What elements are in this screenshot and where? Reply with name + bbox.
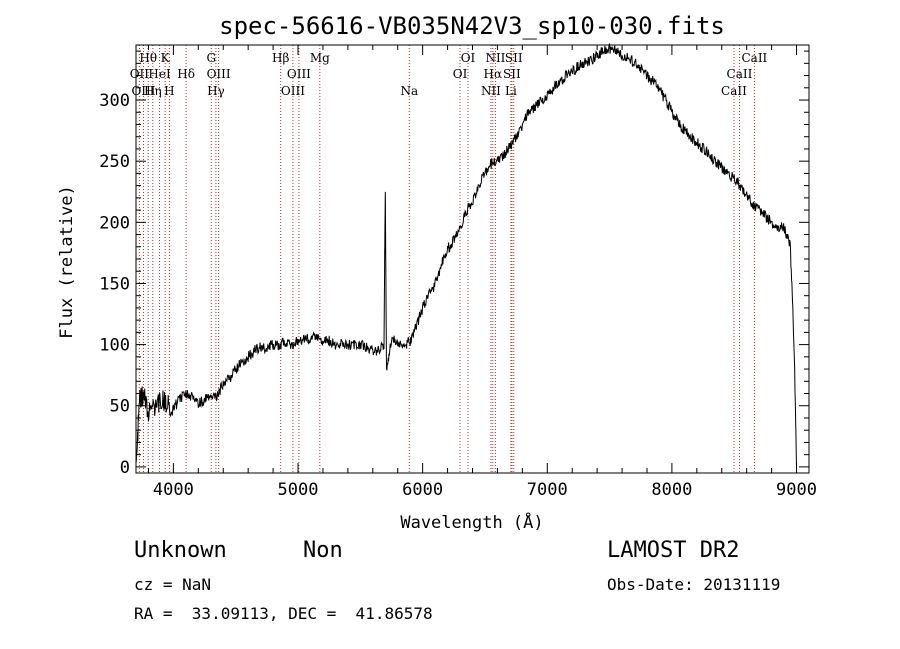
emission-line-label: Hβ [272, 51, 289, 65]
emission-line-label: SII [505, 51, 523, 65]
coordinates: RA = 33.09113, DEC = 41.86578 [134, 604, 433, 623]
emission-line-label: Hη [144, 84, 162, 98]
emission-line-label: NII [481, 84, 501, 98]
emission-line-label: Mg [310, 51, 330, 65]
emission-line-label: SII [503, 67, 521, 81]
spectrum-plot [135, 42, 797, 467]
chart-title: spec-56616-VB035N42V3_sp10-030.fits [219, 12, 725, 40]
emission-line-label: Na [400, 84, 418, 98]
y-tick-label: 250 [99, 152, 130, 172]
emission-line-label: Hδ [177, 67, 195, 81]
y-tick-label: 150 [99, 274, 130, 294]
object-class: Unknown [134, 538, 227, 563]
object-subclass: Non [303, 538, 343, 563]
emission-line-label: Hγ [207, 84, 225, 98]
y-tick-label: 200 [99, 213, 130, 233]
emission-line-label: OIII [207, 67, 231, 81]
y-tick-label: 0 [120, 458, 130, 478]
emission-line-label: OII [130, 67, 150, 81]
emission-line-label: OI [453, 67, 468, 81]
x-axis-label: Wavelength (Å) [400, 511, 543, 533]
survey-name: LAMOST DR2 [607, 538, 740, 563]
y-axis: 0 50 100 150 200 250 300 [99, 50, 809, 478]
x-tick-label: 5000 [278, 480, 319, 500]
y-tick-label: 300 [99, 91, 130, 111]
spectrum-line [135, 42, 797, 467]
emission-line-label: HeI [148, 67, 171, 81]
emission-line-label: CaII [741, 51, 767, 65]
emission-line-label: Li [505, 84, 517, 98]
emission-line-label: Hα [484, 67, 503, 81]
y-axis-label: Flux (relative) [57, 185, 77, 339]
x-tick-label: 8000 [651, 480, 692, 500]
y-tick-label: 50 [110, 397, 130, 417]
x-tick-label: 9000 [776, 480, 817, 500]
x-tick-label: 6000 [402, 480, 443, 500]
emission-line-label: CaII [721, 84, 747, 98]
obs-date: Obs-Date: 20131119 [607, 575, 781, 594]
emission-line-label: NII [485, 51, 505, 65]
emission-line-label: Hθ [139, 51, 157, 65]
emission-line-label: H [164, 84, 174, 98]
emission-line-label: OI [461, 51, 476, 65]
x-axis: 4000 5000 6000 7000 8000 9000 [147, 45, 817, 500]
emission-line-label: OIII [287, 67, 311, 81]
emission-line-label: OIII [281, 84, 305, 98]
emission-line-label: K [161, 51, 171, 65]
x-tick-label: 7000 [527, 480, 568, 500]
x-tick-label: 4000 [153, 480, 194, 500]
y-tick-label: 100 [99, 336, 130, 356]
redshift-value: cz = NaN [134, 575, 212, 594]
emission-line-label: CaII [727, 67, 753, 81]
plot-frame [135, 44, 810, 474]
emission-line-label: G [206, 51, 216, 65]
